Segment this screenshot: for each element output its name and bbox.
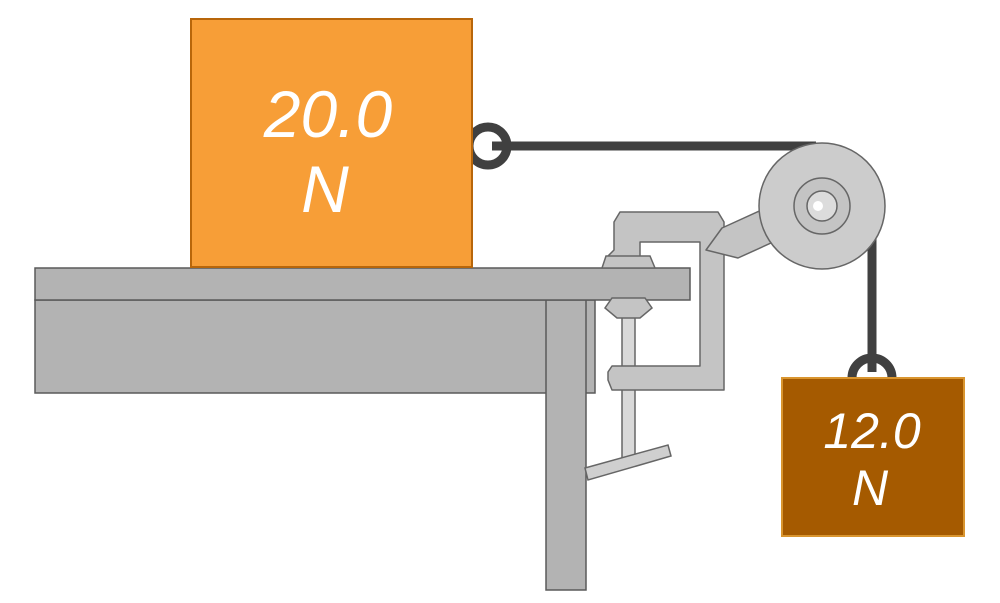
- table-block: 20.0 N: [190, 18, 473, 268]
- pulley: [758, 142, 886, 270]
- hanging-block-box: [781, 377, 965, 537]
- screw-pad: [603, 297, 654, 319]
- hanging-block-hook: [847, 353, 897, 379]
- pulley-pin: [813, 201, 823, 211]
- table-top: [34, 267, 691, 301]
- clamp-screw: [584, 297, 672, 481]
- clamp-jaw-top: [600, 255, 657, 269]
- hanging-block-weight: 12.0: [823, 403, 921, 459]
- table: [34, 267, 691, 591]
- table-block-box: [190, 18, 473, 268]
- hanging-block: 12.0 N: [781, 377, 965, 537]
- hanging-block-unit: N: [852, 460, 889, 516]
- table-block-unit: N: [301, 152, 349, 226]
- table-block-weight: 20.0: [263, 77, 393, 151]
- table-leg: [545, 299, 587, 591]
- screw-handle: [584, 444, 672, 481]
- table-apron: [34, 299, 596, 394]
